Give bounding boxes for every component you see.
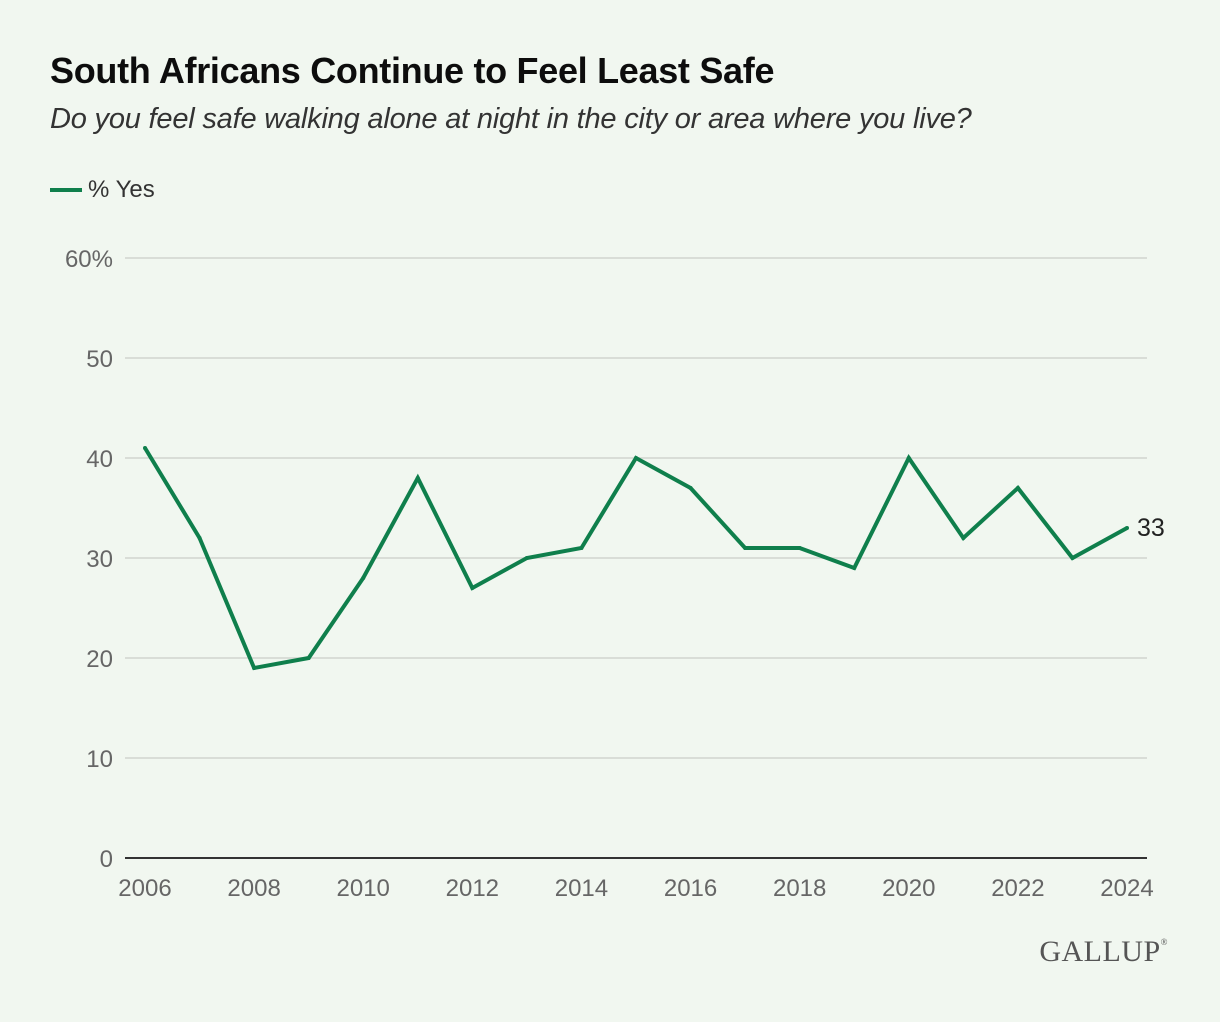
x-tick-label: 2020 [882,875,935,902]
y-tick-label: 10 [86,746,113,773]
data-point-2019 [852,566,857,570]
data-point-2012 [470,586,475,590]
end-value-label: 33 [1137,514,1165,542]
y-tick-label: 0 [100,846,113,873]
x-axis-ticks: 2006 2008 2010 2012 2014 2016 2018 2020 2022 2024 [118,875,1153,902]
legend-swatch-yes [50,188,82,192]
chart-title: South Africans Continue to Feel Least Sa… [50,50,775,91]
data-point-2020 [906,456,911,460]
legend-label-yes: % Yes [88,176,155,203]
data-point-2015 [634,456,638,460]
legend: % Yes [50,176,155,204]
data-point-2024 [1125,526,1129,530]
chart-subtitle: Do you feel safe walking alone at night … [50,103,972,135]
data-point-2016 [688,486,693,490]
x-tick-label: 2016 [664,875,717,902]
y-tick-label: 20 [86,646,113,673]
x-tick-label: 2006 [118,875,171,902]
data-point-2013 [524,556,529,560]
registered-mark: ® [1160,937,1168,947]
data-point-2018 [797,546,802,550]
data-point-2021 [961,536,966,540]
data-points [143,446,1129,670]
data-point-2023 [1070,556,1075,560]
x-tick-label: 2018 [773,875,826,902]
y-tick-label: 40 [86,446,113,473]
x-tick-label: 2014 [555,875,608,902]
x-tick-label: 2024 [1100,875,1153,902]
data-point-2014 [579,546,584,550]
x-tick-label: 2008 [227,875,280,902]
data-point-2009 [306,656,311,660]
data-point-2010 [361,576,366,580]
y-axis-ticks: 0 10 20 30 40 50 60% [65,246,113,873]
y-tick-label: 60% [65,246,113,273]
gallup-logo: GALLUP® [1039,935,1168,969]
data-point-2006 [143,446,147,450]
x-tick-label: 2010 [337,875,390,902]
data-point-2008 [252,666,257,670]
data-point-2017 [743,546,748,550]
x-tick-label: 2022 [991,875,1044,902]
data-point-2022 [1015,486,1020,490]
data-point-2007 [197,536,202,540]
x-tick-label: 2012 [446,875,499,902]
data-point-2011 [415,476,420,480]
logo-text: GALLUP [1039,935,1161,968]
y-tick-label: 30 [86,546,113,573]
y-tick-label: 50 [86,346,113,373]
